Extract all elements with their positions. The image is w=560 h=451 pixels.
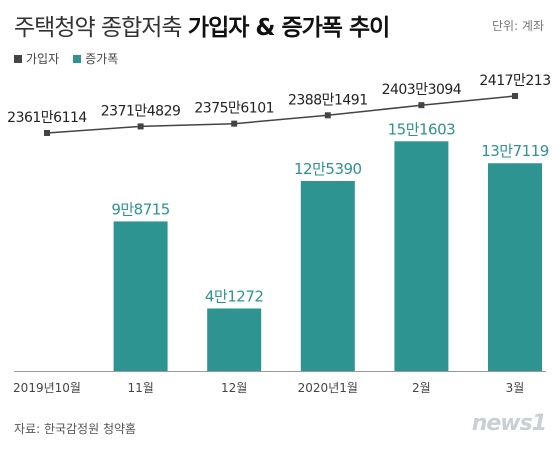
bar-label-5: 13만7119 [481, 142, 549, 160]
line-label-5: 2417만213 [479, 73, 550, 89]
legend-item-line: 가입자 [14, 50, 59, 67]
legend-swatch-line [14, 54, 22, 63]
x-tick-label-5: 3월 [506, 381, 525, 395]
bar-label-2: 4만1272 [205, 287, 264, 305]
line-point-3 [324, 112, 331, 119]
legend-label-line: 가입자 [26, 52, 60, 66]
unit-label: 단위: 계좌 [491, 19, 544, 33]
line-label-3: 2388만1491 [288, 92, 368, 108]
x-tick-label-4: 2월 [412, 381, 431, 395]
bar-2 [207, 308, 262, 371]
legend: 가입자 증가폭 [14, 50, 118, 67]
news1-logo: news1 [471, 411, 547, 436]
legend-item-bar: 증가폭 [73, 50, 118, 67]
x-tick-label-0: 2019년10월 [13, 381, 81, 395]
line-label-2: 2375만6101 [194, 101, 274, 117]
bar-3 [300, 181, 355, 371]
line-point-2 [231, 120, 238, 127]
title-light: 주택청약 종합저축 [14, 15, 183, 41]
legend-swatch-bar [73, 54, 82, 63]
source-note: 자료: 한국감정원 청약홈 [14, 422, 137, 436]
bar-1 [113, 221, 168, 371]
x-tick-label-1: 11월 [127, 381, 153, 395]
bar-5 [488, 163, 542, 371]
bar-label-3: 12만5390 [294, 160, 362, 178]
line-label-4: 2403만3094 [382, 82, 462, 98]
line-series [46, 95, 516, 134]
title-bold: 가입자 & 증가폭 추이 [187, 15, 390, 41]
x-tick-label-2: 12월 [221, 381, 247, 395]
line-point-0 [44, 130, 50, 136]
legend-label-bar: 증가폭 [85, 52, 119, 66]
bar-label-4: 15만1603 [388, 120, 456, 138]
line-label-0: 2361만6114 [7, 110, 87, 126]
bar-label-1: 9만8715 [111, 200, 170, 218]
line-point-4 [418, 102, 425, 109]
line-label-1: 2371만4829 [101, 103, 181, 119]
line-point-5 [512, 93, 518, 99]
x-tick-label-3: 2020년1월 [298, 381, 358, 395]
chart-title: 주택청약 종합저축 가입자 & 증가폭 추이 [14, 8, 390, 42]
bar-4 [394, 141, 449, 371]
line-point-1 [137, 123, 144, 130]
